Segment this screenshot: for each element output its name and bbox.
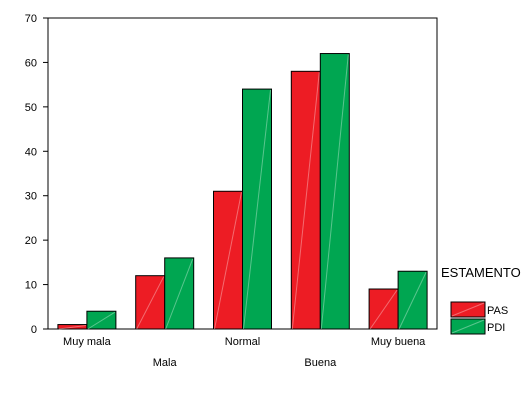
legend-swatch-pdi [450, 318, 486, 335]
y-ticks: 0 10 20 30 40 50 60 70 [25, 13, 48, 336]
bar-pdi-normal [242, 88, 272, 330]
bar-highlight [165, 258, 194, 330]
x-tick-label: Muy mala [63, 336, 112, 348]
bar-highlight [136, 276, 165, 330]
y-tick-label: 20 [25, 235, 37, 247]
x-tick-label: Buena [304, 357, 337, 369]
x-tick-label: Mala [153, 357, 178, 369]
legend-swatch-highlight [451, 302, 485, 317]
y-tick-label: 0 [31, 324, 37, 336]
y-tick-label: 60 [25, 57, 37, 69]
bar-highlight [58, 325, 86, 330]
y-tick-label: 70 [25, 13, 37, 25]
y-tick-label: 50 [25, 102, 37, 114]
bar-highlight [320, 54, 349, 330]
legend-title: ESTAMENTO [441, 265, 521, 280]
bars [57, 53, 428, 330]
bar-highlight [243, 90, 271, 330]
bar-pdi-mala [164, 257, 195, 330]
legend-label-pas: PAS [487, 305, 508, 317]
legend: ESTAMENTO PAS PDI [441, 265, 521, 335]
bar-pas-mala [135, 275, 166, 330]
y-tick-label: 10 [25, 280, 37, 292]
y-tick-label: 40 [25, 146, 37, 158]
y-tick-label: 30 [25, 191, 37, 203]
bar-highlight [214, 192, 242, 330]
bar-highlight [369, 289, 398, 330]
bar-highlight [398, 272, 427, 330]
x-tick-label: Muy buena [371, 336, 426, 348]
bar-pas-muy-buena [368, 288, 399, 330]
bar-pdi-muy-buena [397, 270, 428, 330]
x-tick-labels: Muy mala Mala Normal Buena Muy buena [63, 336, 426, 369]
bar-pdi-muy-mala [86, 310, 117, 330]
bar-pdi-buena [319, 53, 350, 330]
bar-highlight [87, 311, 116, 330]
x-tick-label: Normal [225, 336, 260, 348]
legend-swatch-pas [450, 301, 486, 318]
legend-swatch-highlight [451, 319, 485, 334]
legend-label-pdi: PDI [487, 322, 505, 334]
bar-highlight [291, 72, 320, 330]
